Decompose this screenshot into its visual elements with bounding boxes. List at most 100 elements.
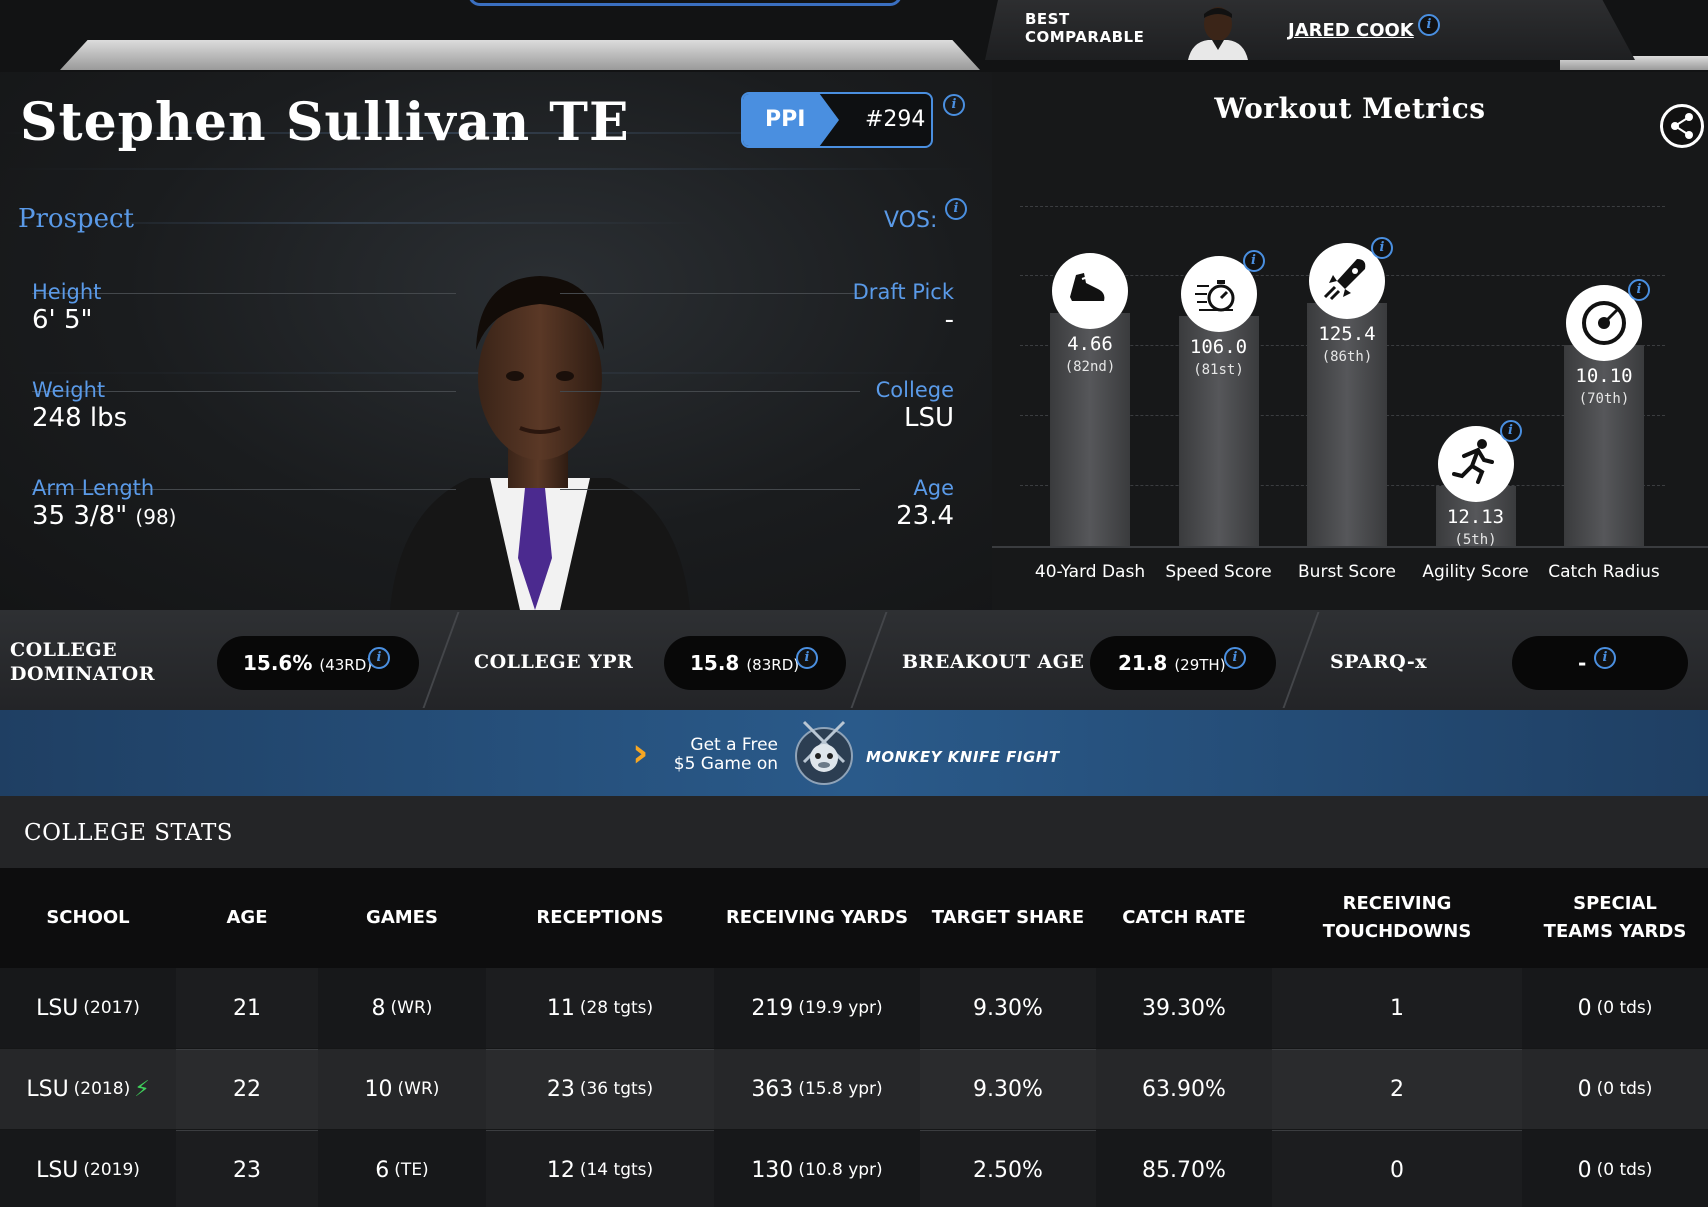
comparable-info-icon[interactable]: i xyxy=(1418,14,1440,36)
breakout-age-pill: 21.8 (29TH) xyxy=(1090,636,1276,690)
vos-label: VOS: xyxy=(884,208,938,233)
ppi-info-icon[interactable]: i xyxy=(943,94,965,116)
breakout-bolt-icon: ⚡ xyxy=(134,1076,150,1102)
chart-baseline xyxy=(992,546,1708,548)
ppi-badge[interactable]: PPI #294 xyxy=(741,92,933,148)
college-stats-header xyxy=(0,796,1708,868)
ad-banner[interactable] xyxy=(0,710,1708,796)
metric-info-icon[interactable]: i xyxy=(1628,278,1650,301)
runner-icon xyxy=(1437,426,1514,502)
table-cell: 8 (WR) xyxy=(371,995,433,1021)
draft-pick-label: Draft Pick xyxy=(852,280,954,304)
table-cell: 363 (15.8 ypr) xyxy=(751,1076,883,1102)
column-shade xyxy=(318,1130,486,1207)
best-comparable-label: BEST COMPARABLE xyxy=(1025,10,1145,46)
column-header[interactable]: GAMES xyxy=(366,907,438,928)
college-dominator-label: COLLEGE DOMINATOR xyxy=(10,639,155,685)
sparq-label: SPARQ-x xyxy=(1330,651,1428,673)
player-headshot xyxy=(390,276,690,610)
metric-info-icon[interactable]: i xyxy=(1242,250,1265,273)
table-cell: 0 (0 tds) xyxy=(1577,1157,1653,1183)
workout-bar xyxy=(1564,344,1644,546)
header-divider xyxy=(60,40,980,70)
workout-bar xyxy=(1050,313,1130,546)
column-shade xyxy=(714,1049,920,1129)
metric-value: 12.13 xyxy=(1446,506,1505,528)
column-shade xyxy=(318,968,486,1048)
sparq-info-icon[interactable]: i xyxy=(1594,647,1616,669)
metric-name: Agility Score xyxy=(1422,562,1529,582)
column-shade xyxy=(714,1130,920,1207)
metric-name: 40-Yard Dash xyxy=(1034,562,1146,582)
shoe-icon xyxy=(1052,253,1128,330)
table-cell: 0 (0 tds) xyxy=(1577,995,1653,1021)
height-value: 6' 5" xyxy=(32,305,93,335)
height-label: Height xyxy=(32,280,102,304)
table-cell: 219 (19.9 ypr) xyxy=(751,995,883,1021)
column-shade xyxy=(0,1130,176,1207)
table-cell: 130 (10.8 ypr) xyxy=(751,1157,883,1183)
metric-info-icon[interactable]: i xyxy=(1499,420,1522,442)
metric-percentile: (70th) xyxy=(1578,390,1630,407)
table-cell: 39.30% xyxy=(1142,995,1226,1021)
ad-brand: MONKEY KNIFE FIGHT xyxy=(866,748,1060,766)
metric-info-icon[interactable]: i xyxy=(1371,237,1393,260)
table-cell: 2.50% xyxy=(973,1157,1043,1183)
workout-bar xyxy=(1307,303,1387,546)
metric-percentile: (82nd) xyxy=(1064,359,1116,376)
table-cell: 10 (WR) xyxy=(364,1076,440,1102)
metric-name: Catch Radius xyxy=(1548,562,1660,582)
college-label: College xyxy=(875,378,954,402)
column-shade xyxy=(1096,1130,1272,1207)
column-header[interactable]: RECEPTIONS xyxy=(536,907,664,928)
top-nav-pill[interactable] xyxy=(468,0,902,6)
table-cell: 11 (28 tgts) xyxy=(546,995,654,1021)
ad-text: Get a Free $5 Game on xyxy=(673,735,778,774)
metric-percentile: (5th) xyxy=(1454,532,1497,548)
table-cell: 6 (TE) xyxy=(375,1157,429,1183)
share-icon[interactable] xyxy=(1660,104,1704,148)
best-comparable-panel xyxy=(985,0,1635,60)
vos-info-icon[interactable]: i xyxy=(945,198,967,220)
metric-value: 10.10 xyxy=(1575,364,1633,387)
table-cell: 9.30% xyxy=(973,1076,1043,1102)
college-ypr-label: COLLEGE YPR xyxy=(474,651,634,673)
column-header[interactable]: AGE xyxy=(226,907,268,928)
chevron-right-icon: › xyxy=(632,730,649,776)
table-cell: 23 (36 tgts) xyxy=(546,1076,654,1102)
table-cell: 0 xyxy=(1390,1157,1404,1183)
column-header[interactable]: TARGET SHARE xyxy=(931,907,1085,928)
table-cell: LSU (2017) xyxy=(36,995,140,1021)
college-value: LSU xyxy=(903,403,954,433)
arm-length-value: 35 3/8" (98) xyxy=(32,501,177,531)
column-header[interactable]: CATCH RATE xyxy=(1122,907,1246,928)
arm-length-label: Arm Length xyxy=(32,476,155,500)
table-cell: 0 (0 tds) xyxy=(1577,1076,1653,1102)
table-cell: LSU (2019) xyxy=(36,1157,140,1183)
ppi-label: PPI xyxy=(765,107,806,132)
column-shade xyxy=(0,968,176,1048)
table-cell: 2 xyxy=(1390,1076,1404,1102)
metric-value: 125.4 xyxy=(1318,323,1376,346)
column-header[interactable]: SPECIAL TEAMS YARDS xyxy=(1543,893,1687,942)
column-shade xyxy=(1522,1130,1708,1207)
metric-name: Burst Score xyxy=(1298,562,1396,582)
comparable-player-link[interactable]: JARED COOK xyxy=(1288,20,1414,41)
college-ypr-pill: 15.8 (83RD) xyxy=(664,636,846,690)
metric-percentile: (86th) xyxy=(1321,349,1373,366)
breakout-age-info-icon[interactable]: i xyxy=(1224,647,1246,669)
target-icon xyxy=(1566,284,1642,361)
column-shade xyxy=(1522,968,1708,1048)
college-dominator-info-icon[interactable]: i xyxy=(368,647,390,669)
rocket-icon xyxy=(1309,243,1385,320)
age-label: Age xyxy=(913,476,954,500)
college-ypr-info-icon[interactable]: i xyxy=(796,647,818,669)
column-header[interactable]: RECEIVING TOUCHDOWNS xyxy=(1322,893,1472,942)
weight-label: Weight xyxy=(32,378,106,402)
metric-value: 4.66 xyxy=(1067,333,1113,356)
column-header[interactable]: SCHOOL xyxy=(46,907,130,928)
monkey-knife-fight-logo xyxy=(795,720,853,785)
stopwatch-icon xyxy=(1180,256,1257,333)
column-header[interactable]: RECEIVING YARDS xyxy=(725,907,909,928)
